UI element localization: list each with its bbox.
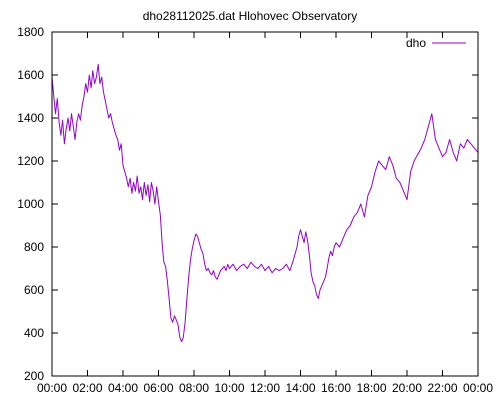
x-axis: 00:00 02:00 04:00 06:00 08:00 10:00 12:00 14:00… bbox=[37, 32, 493, 395]
series-line-dho bbox=[51, 63, 479, 343]
x-tick-label: 16:00 bbox=[321, 381, 351, 395]
y-tick-label: 200 bbox=[24, 369, 44, 383]
y-tick-label: 800 bbox=[24, 240, 44, 254]
x-tick-label: 12:00 bbox=[250, 381, 280, 395]
legend: dho bbox=[406, 36, 466, 50]
y-tick-label: 1600 bbox=[17, 68, 44, 82]
x-tick-label: 18:00 bbox=[356, 381, 386, 395]
x-tick-label: 00:00 bbox=[37, 381, 67, 395]
y-tick-label: 400 bbox=[24, 326, 44, 340]
x-tick-label: 22:00 bbox=[427, 381, 457, 395]
series-layer bbox=[51, 63, 479, 343]
chart-title: dho28112025.dat Hlohovec Observatory bbox=[143, 9, 358, 23]
y-tick-label: 1400 bbox=[17, 111, 44, 125]
x-tick-label: 06:00 bbox=[143, 381, 173, 395]
x-tick-label: 04:00 bbox=[108, 381, 138, 395]
x-tick-label: 02:00 bbox=[72, 381, 102, 395]
y-axis: 200 400 600 800 1000 1200 1400 1600 1800 bbox=[17, 25, 478, 383]
x-tick-label: 10:00 bbox=[214, 381, 244, 395]
x-tick-label: 08:00 bbox=[179, 381, 209, 395]
y-tick-label: 1000 bbox=[17, 197, 44, 211]
y-tick-label: 1200 bbox=[17, 154, 44, 168]
y-tick-label: 600 bbox=[24, 283, 44, 297]
x-tick-label: 20:00 bbox=[392, 381, 422, 395]
plot-frame bbox=[51, 31, 479, 377]
legend-label-dho: dho bbox=[406, 36, 426, 50]
y-tick-label: 1800 bbox=[17, 25, 44, 39]
x-tick-label: 14:00 bbox=[285, 381, 315, 395]
x-tick-label: 00:00 bbox=[463, 381, 493, 395]
